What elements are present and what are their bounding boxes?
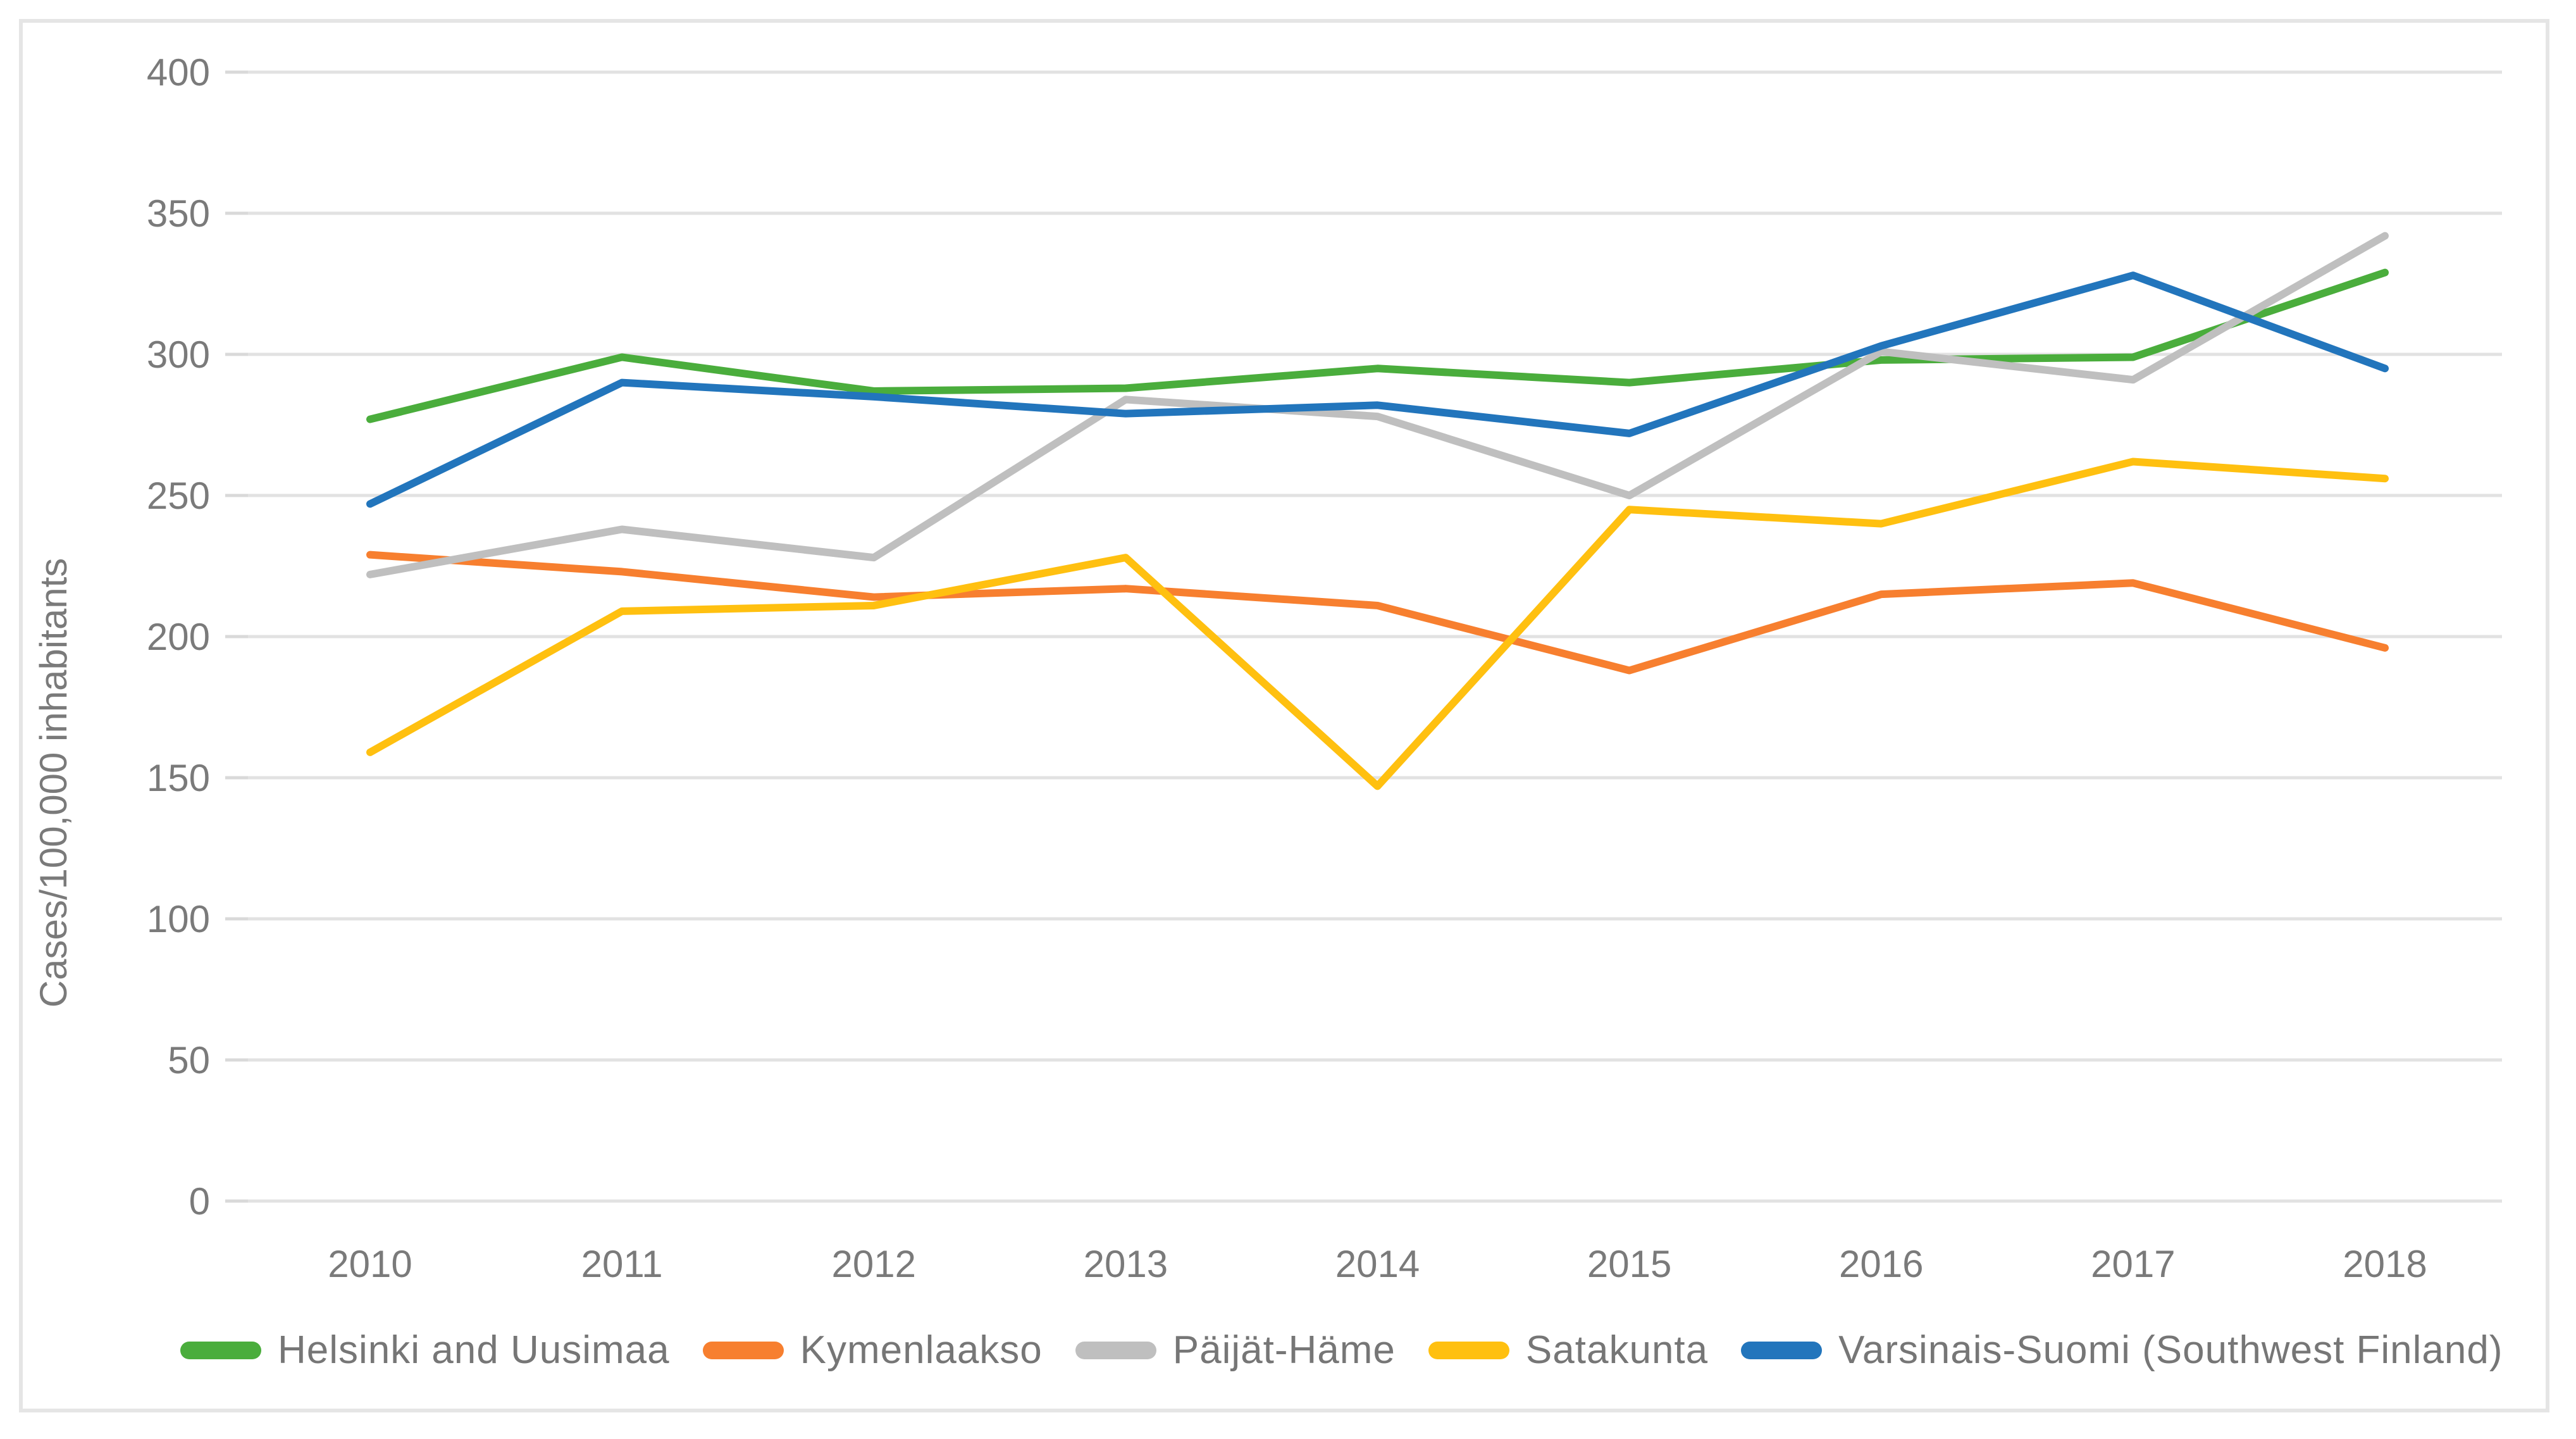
legend-item: Satakunta xyxy=(1428,1328,1708,1373)
x-axis-tick-label: 2017 xyxy=(2091,1243,2175,1285)
legend-item: Päijät-Häme xyxy=(1075,1328,1396,1373)
y-axis-tick-label: 350 xyxy=(147,192,210,235)
x-axis-tick-label: 2011 xyxy=(581,1243,663,1285)
x-axis-tick-label: 2015 xyxy=(1587,1243,1671,1285)
x-axis-tick-label: 2016 xyxy=(1839,1243,1923,1285)
legend-swatch-icon xyxy=(702,1341,784,1359)
legend-item: Helsinki and Uusimaa xyxy=(180,1328,670,1373)
y-axis-tick-label: 150 xyxy=(147,757,210,799)
y-axis-labels: 0 50 100 150 200 250 300 350 400 xyxy=(147,51,210,1223)
y-axis-tick-label: 0 xyxy=(189,1180,210,1223)
legend-swatch-icon xyxy=(180,1341,261,1359)
legend-item: Kymenlaakso xyxy=(702,1328,1043,1373)
y-axis-tick-label: 400 xyxy=(147,51,210,94)
x-axis-tick-label: 2018 xyxy=(2343,1243,2427,1285)
legend-label: Kymenlaakso xyxy=(800,1328,1043,1372)
series-lines xyxy=(366,232,2389,790)
x-axis-labels: 2010 2011 2012 2013 2014 2015 2016 2017 2018 xyxy=(328,1243,2427,1285)
legend-swatch-icon xyxy=(1075,1341,1156,1359)
legend-label: Satakunta xyxy=(1525,1328,1709,1372)
series-line-kymenlaakso xyxy=(366,551,2389,675)
y-axis-tick-label: 300 xyxy=(147,333,210,376)
legend-label: Helsinki and Uusimaa xyxy=(278,1328,670,1372)
legend-label: Päijät-Häme xyxy=(1172,1328,1396,1372)
y-axis-tick-label: 100 xyxy=(147,898,210,940)
y-axis-ticks xyxy=(225,70,248,1203)
series-line-helsinki-and-uusimaa xyxy=(366,268,2389,423)
y-axis-title: Cases/100,000 inhabitants xyxy=(32,558,75,1008)
x-axis-tick-label: 2014 xyxy=(1335,1243,1420,1285)
x-axis-tick-label: 2013 xyxy=(1084,1243,1168,1285)
series-line-satakunta xyxy=(366,458,2389,790)
series-line-varsinais-suomi-southwest-finland- xyxy=(366,271,2389,508)
legend-label: Varsinais-Suomi (Southwest Finland) xyxy=(1838,1328,2503,1372)
y-axis-tick-label: 50 xyxy=(168,1039,210,1081)
legend-item: Varsinais-Suomi (Southwest Finland) xyxy=(1741,1328,2503,1373)
x-axis-tick-label: 2012 xyxy=(832,1243,916,1285)
legend-swatch-icon xyxy=(1428,1341,1509,1359)
legend-swatch-icon xyxy=(1741,1341,1823,1359)
chart-legend: Helsinki and Uusimaa Kymenlaakso Päijät-Hä… xyxy=(180,1328,2503,1373)
y-axis-tick-label: 200 xyxy=(147,616,210,658)
x-axis-tick-label: 2010 xyxy=(328,1243,412,1285)
series-line-p-ij-t-h-me xyxy=(366,232,2389,578)
gridlines xyxy=(247,70,2502,1203)
y-axis-tick-label: 250 xyxy=(147,475,210,517)
